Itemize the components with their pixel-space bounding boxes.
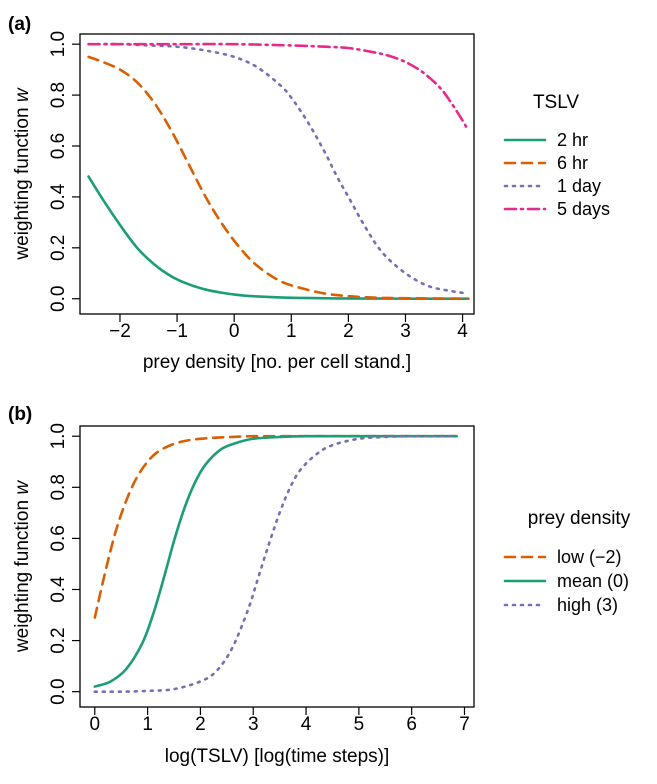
x-tick-label: −2 (109, 321, 131, 342)
legend-title: TSLV (533, 92, 579, 113)
y-tick-label: 0.6 (48, 525, 69, 551)
x-tick-label: 3 (248, 714, 259, 735)
y-tick-label: 0.6 (48, 133, 69, 159)
x-tick-label: 1 (142, 714, 153, 735)
y-tick-label: 0.0 (48, 678, 69, 704)
y-tick-label: 0.8 (48, 82, 69, 108)
y-tick-label: 1.0 (48, 31, 69, 57)
series-line-2 (93, 434, 458, 688)
x-tick-label: 4 (457, 321, 468, 342)
y-tick-label: 0.8 (48, 474, 69, 500)
x-tick-label: 4 (301, 714, 312, 735)
series-line-4 (87, 42, 470, 133)
x-tick-label: 5 (354, 714, 365, 735)
chart-panel-1: −2 −1 0 1 2 3 4 0.0 0.2 0.4 0.6 0.8 1.0 prey density … (8, 14, 610, 373)
legend-label-4: 5 days (557, 199, 610, 219)
series-line-1 (93, 434, 458, 619)
x-tick-label: 0 (229, 321, 240, 342)
legend-label-1: 2 hr (557, 130, 588, 150)
series-line-2 (87, 55, 470, 301)
legend-label-3: high (3) (557, 595, 618, 615)
x-tick-label: 2 (343, 321, 354, 342)
y-axis-label: weighting function w (12, 480, 33, 653)
x-tick-label: 3 (400, 321, 411, 342)
x-axis-label: prey density [no. per cell stand.] (143, 352, 411, 373)
series-line-3 (93, 434, 458, 694)
y-axis-label-variable: w (12, 87, 33, 102)
legend: TSLV 2 hr 6 hr 1 day 5 days (503, 92, 610, 219)
panel-label: (a) (8, 14, 31, 35)
panel-label: (b) (8, 404, 32, 425)
chart-panel-2: 0 1 2 3 4 5 6 7 0.0 0.2 0.4 0.6 0.8 1.0 log(TSLV) [log… (8, 404, 631, 767)
y-tick-label: 1.0 (48, 423, 69, 449)
legend-label-2: mean (0) (557, 571, 629, 591)
x-tick-label: −1 (166, 321, 188, 342)
legend-label-2: 6 hr (557, 153, 588, 173)
y-axis-label-variable: w (12, 480, 33, 495)
y-axis-label-text: weighting function (12, 102, 33, 260)
plot-frame (79, 425, 475, 708)
y-tick-label: 0.4 (48, 576, 69, 603)
y-tick-label: 0.2 (48, 627, 69, 653)
legend-label-3: 1 day (557, 176, 601, 196)
plot-frame (79, 33, 475, 315)
series-line-3 (87, 42, 470, 295)
legend: prey density low (−2) mean (0) high (3) (503, 508, 631, 615)
y-tick-label: 0.2 (48, 235, 69, 261)
x-tick-label: 7 (459, 714, 470, 735)
legend-title: prey density (528, 508, 631, 529)
y-tick-label: 0.4 (48, 183, 69, 210)
y-tick-label: 0.0 (48, 286, 69, 312)
x-tick-label: 6 (406, 714, 417, 735)
x-tick-label: 1 (286, 321, 297, 342)
series-line-1 (87, 175, 470, 301)
legend-label-1: low (−2) (557, 547, 622, 567)
x-tick-label: 2 (195, 714, 206, 735)
x-tick-label: 0 (89, 714, 100, 735)
y-axis-label-text: weighting function (12, 495, 33, 653)
y-axis-label: weighting function w (12, 87, 33, 260)
x-axis-label: log(TSLV) [log(time steps)] (165, 746, 390, 767)
